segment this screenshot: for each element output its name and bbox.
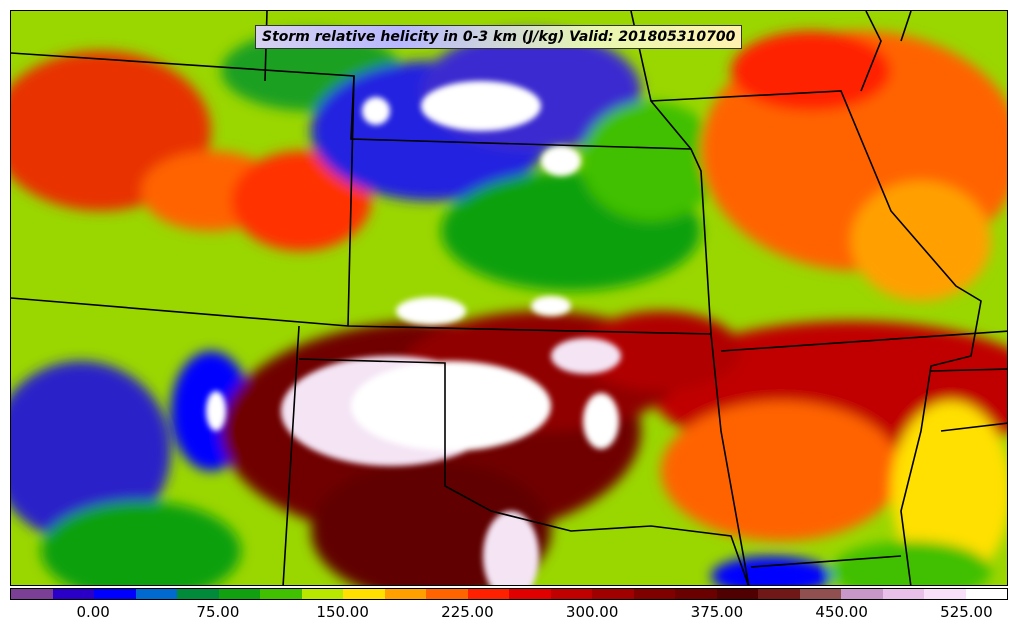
colorbar-segment (675, 589, 717, 599)
colorbar-tick-label: 300.00 (565, 603, 619, 621)
colorbar-tick-label: 450.00 (815, 603, 868, 621)
colorbar-segment (426, 589, 468, 599)
colorbar-segment (218, 589, 260, 599)
colorbar-tick-label: 525.00 (940, 603, 993, 621)
colorbar-segment (11, 589, 53, 599)
colorbar-tick-label: 225.00 (441, 603, 494, 621)
colorbar-ticks: 0.00 75.00 150.00 225.00 300.00 375.00 450.00 5… (10, 603, 1008, 623)
colorbar-segment (301, 589, 343, 599)
colorbar-segment (633, 589, 675, 599)
colorbar-segment (177, 589, 219, 599)
colorbar-tick-label: 375.00 (690, 603, 744, 621)
colorbar-segment (384, 589, 426, 599)
colorbar-segment (965, 589, 1007, 599)
colorbar-segment (135, 589, 177, 599)
colorbar-segment (260, 589, 302, 599)
colorbar-tick-label: 75.00 (196, 603, 240, 621)
colorbar-segment (758, 589, 800, 599)
colorbar-segment (841, 589, 883, 599)
colorbar-segment (882, 589, 924, 599)
colorbar-tick-label: 150.00 (316, 603, 369, 621)
helicity-field-map (11, 11, 1007, 585)
colorbar-segment (550, 589, 592, 599)
colorbar-segment (592, 589, 634, 599)
colorbar-segment (52, 589, 94, 599)
colorbar-segment (94, 589, 136, 599)
colorbar-segment (924, 589, 966, 599)
colorbar-segment (467, 589, 509, 599)
colorbar-segment (343, 589, 385, 599)
map-panel: Storm relative helicity in 0-3 km (J/kg)… (10, 10, 1008, 586)
colorbar (10, 588, 1008, 600)
map-title: Storm relative helicity in 0-3 km (J/kg)… (255, 25, 743, 49)
colorbar-segment (716, 589, 758, 599)
colorbar-segment (509, 589, 551, 599)
colorbar-segment (799, 589, 841, 599)
colorbar-tick-label: 0.00 (76, 603, 110, 621)
